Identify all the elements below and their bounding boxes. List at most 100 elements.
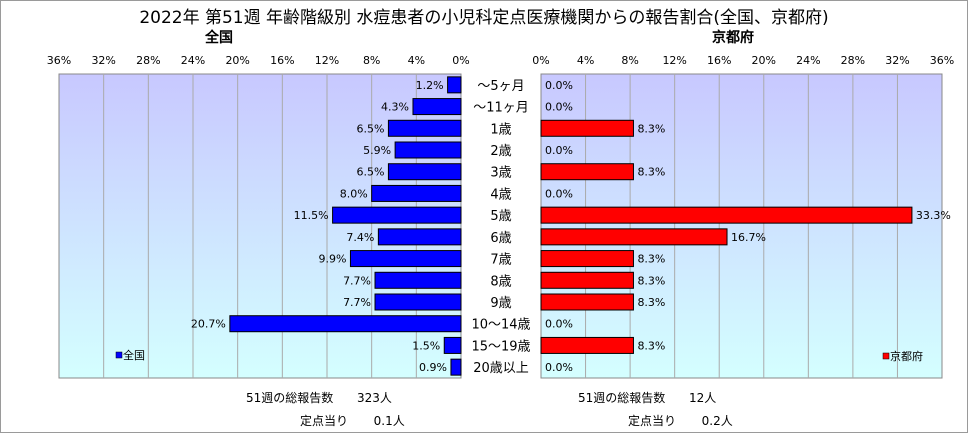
bar-national [450,358,462,376]
data-label-kyoto: 0.0% [545,318,573,331]
bar-national [447,76,462,94]
category-label: 2歳 [490,144,511,159]
bar-national [412,98,462,116]
tick-label-kyoto: 4% [577,54,594,67]
data-label-kyoto: 0.0% [545,144,573,157]
category-label: 8歳 [490,274,511,289]
kyoto-report-label: 51週の総報告数 [578,391,666,405]
national-per-label: 定点当り [300,414,349,428]
tick-label-kyoto: 16% [707,54,731,67]
bar-national [374,271,462,289]
data-label-kyoto: 8.3% [637,274,665,287]
tick-label-national: 20% [225,54,249,67]
tick-label-kyoto: 24% [796,54,820,67]
legend-marker-national [115,351,123,359]
bar-kyoto [540,119,634,137]
tick-label-national: 0% [452,54,469,67]
data-label-national: 1.2% [416,79,444,92]
data-label-national: 7.4% [346,231,374,244]
data-label-kyoto: 0.0% [545,187,573,200]
kyoto-per-label: 定点当り [628,414,677,428]
bar-national [332,206,462,224]
bar-national [371,184,462,202]
data-label-kyoto: 16.7% [731,231,766,244]
bar-kyoto [540,271,634,289]
bar-national [394,141,462,159]
plot-area-kyoto [540,73,943,379]
data-label-kyoto: 8.3% [637,253,665,266]
data-label-kyoto: 0.0% [545,101,573,114]
category-label: ～11ヶ月 [473,101,529,116]
chart-title: 2022年 第51週 年齢階級別 水痘患者の小児科定点医療機関からの報告割合(全… [139,8,829,28]
national-report-value: 323人 [356,391,392,405]
bar-kyoto [540,293,634,311]
tick-label-kyoto: 20% [752,54,776,67]
legend-label-kyoto: 京都府 [890,349,923,363]
bar-kyoto [540,228,728,246]
category-label: 6歳 [490,231,511,246]
bar-kyoto [540,250,634,268]
bar-national [377,228,462,246]
category-label: 7歳 [490,253,511,268]
category-label: 9歳 [490,296,511,311]
category-label: 4歳 [490,187,511,202]
bar-national [374,293,462,311]
tick-label-kyoto: 28% [841,54,865,67]
tick-label-kyoto: 32% [885,54,909,67]
bar-national [349,250,462,268]
panel-title-national: 全国 [205,30,233,46]
data-label-national: 7.7% [343,296,371,309]
data-label-national: 4.3% [381,101,409,114]
plot-area-national [58,73,462,379]
tick-label-national: 8% [363,54,380,67]
bar-kyoto [540,336,634,354]
data-label-national: 5.9% [363,144,391,157]
data-label-national: 9.9% [318,253,346,266]
category-label: 1歳 [490,122,511,137]
tick-label-national: 16% [270,54,294,67]
bar-national [387,119,462,137]
data-label-kyoto: 8.3% [637,122,665,135]
tick-label-national: 24% [181,54,205,67]
tick-label-national: 28% [136,54,160,67]
data-label-national: 0.9% [419,361,447,374]
kyoto-per-value: 0.2人 [701,414,733,428]
category-label: ～5ヶ月 [477,79,524,94]
legend-marker-kyoto [882,352,890,360]
data-label-kyoto: 0.0% [545,361,573,374]
data-label-kyoto: 33.3% [916,209,951,222]
data-label-national: 1.5% [412,339,440,352]
national-per-value: 0.1人 [373,414,405,428]
data-label-kyoto: 8.3% [637,166,665,179]
category-label: 10～14歳 [471,318,530,333]
panel-title-kyoto: 京都府 [712,30,754,46]
data-label-national: 8.0% [340,187,368,200]
tick-label-national: 4% [408,54,425,67]
data-label-kyoto: 8.3% [637,296,665,309]
bar-kyoto [540,206,913,224]
tick-label-kyoto: 12% [662,54,686,67]
data-label-national: 7.7% [343,274,371,287]
data-label-national: 11.5% [294,209,329,222]
data-label-national: 6.5% [356,122,384,135]
data-label-kyoto: 8.3% [637,339,665,352]
data-label-national: 6.5% [356,166,384,179]
data-label-kyoto: 0.0% [545,79,573,92]
bar-national [387,163,462,181]
tick-label-national: 32% [91,54,115,67]
tick-label-national: 36% [47,54,71,67]
legend-label-national: 全国 [123,348,145,362]
bar-kyoto [540,163,634,181]
category-label: 5歳 [490,209,511,224]
national-report-label: 51週の総報告数 [246,391,334,405]
bar-national [443,336,462,354]
bar-national [229,315,462,333]
tick-label-kyoto: 8% [621,54,638,67]
category-label: 15～19歳 [471,339,530,354]
tick-label-kyoto: 0% [532,54,549,67]
category-label: 3歳 [490,166,511,181]
data-label-national: 20.7% [191,318,226,331]
category-label: 20歳以上 [473,361,529,376]
tick-label-national: 12% [315,54,339,67]
